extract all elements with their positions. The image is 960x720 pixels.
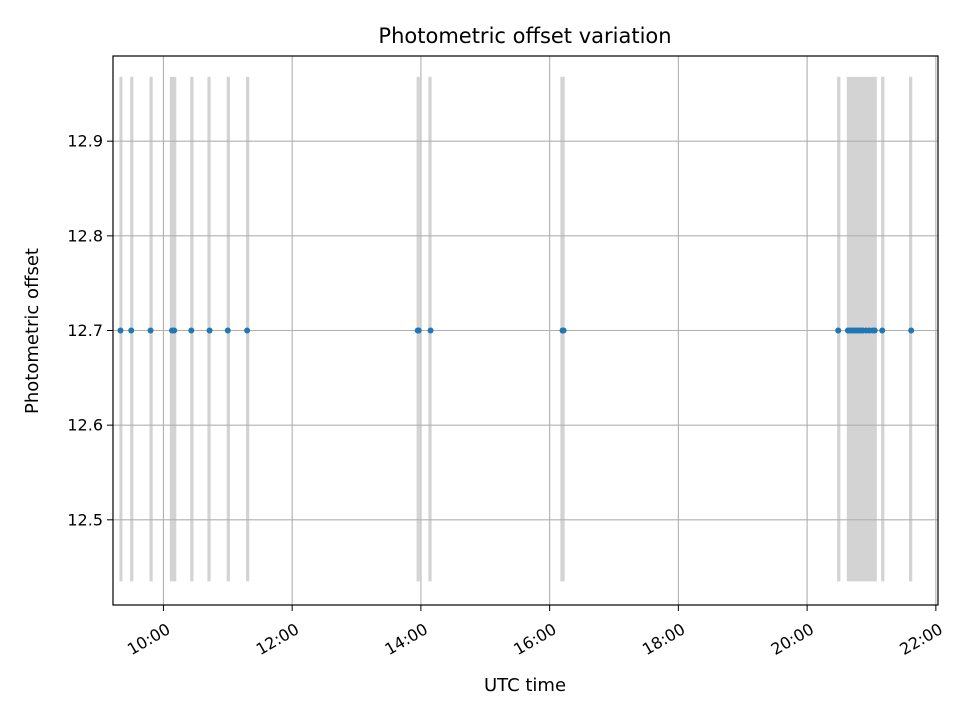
data-point [147, 327, 154, 334]
data-point [908, 327, 915, 334]
y-tick-label: 12.9 [67, 132, 103, 151]
data-point [188, 327, 195, 334]
y-axis-title: Photometric offset [22, 248, 43, 414]
y-axis-ticks: 12.5 12.6 12.7 12.8 12.9 [67, 132, 113, 529]
chart-title: Photometric offset variation [378, 24, 671, 48]
data-point [117, 327, 124, 334]
data-point [560, 327, 567, 334]
data-point [244, 327, 251, 334]
x-axis-title: UTC time [484, 675, 566, 696]
y-tick-label: 12.6 [67, 416, 103, 435]
y-tick-label: 12.5 [67, 510, 103, 529]
data-point [835, 327, 842, 334]
data-point [879, 327, 886, 334]
data-points [117, 327, 915, 334]
data-point [871, 327, 878, 334]
data-point [171, 327, 178, 334]
data-point [427, 327, 434, 334]
data-point [206, 327, 213, 334]
data-point [415, 327, 422, 334]
y-tick-label: 12.8 [67, 226, 103, 245]
data-point [224, 327, 231, 334]
data-point [128, 327, 135, 334]
y-tick-label: 12.7 [67, 321, 103, 340]
